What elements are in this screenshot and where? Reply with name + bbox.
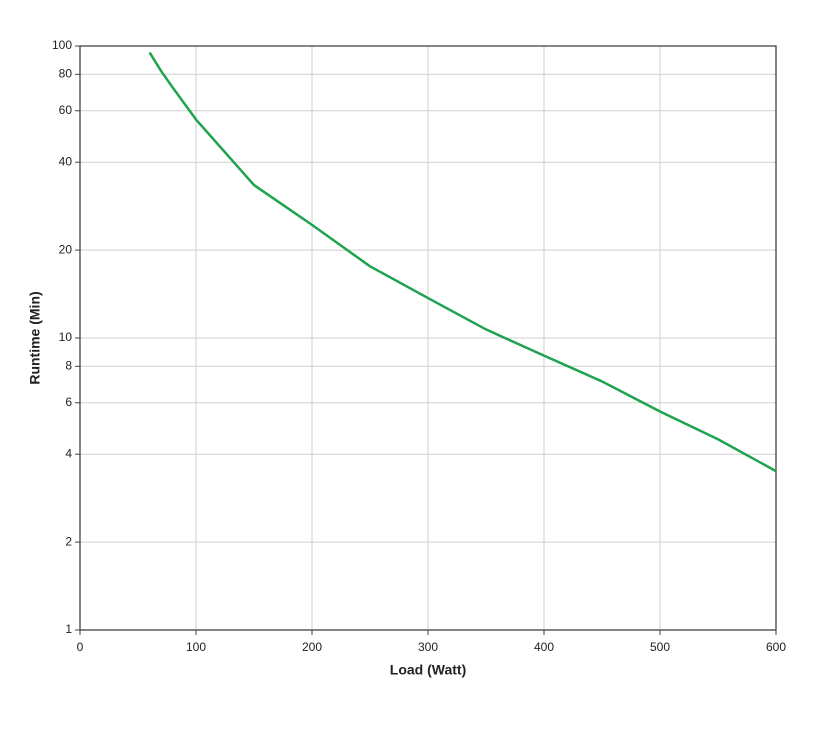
y-tick-label: 8 [65,358,72,372]
y-tick-label: 1 [65,622,72,636]
y-tick-label: 10 [59,330,73,344]
y-tick-label: 60 [59,103,73,117]
y-tick-label: 80 [59,66,73,80]
y-axis-title: Runtime (Min) [27,291,43,384]
y-tick-label: 2 [65,534,72,548]
x-tick-label: 300 [418,640,438,654]
x-axis-title: Load (Watt) [390,662,466,678]
y-tick-label: 4 [65,446,72,460]
x-tick-label: 400 [534,640,554,654]
y-tick-label: 6 [65,395,72,409]
x-tick-label: 0 [77,640,84,654]
y-tick-label: 100 [52,38,72,52]
plot-frame [79,45,777,631]
data-line [148,51,777,473]
x-tick-label: 100 [186,640,206,654]
x-tick-label: 200 [302,640,322,654]
y-tick-label: 40 [59,154,73,168]
x-tick-label: 500 [650,640,670,654]
x-tick-label: 600 [766,640,786,654]
y-tick-label: 20 [59,242,73,256]
